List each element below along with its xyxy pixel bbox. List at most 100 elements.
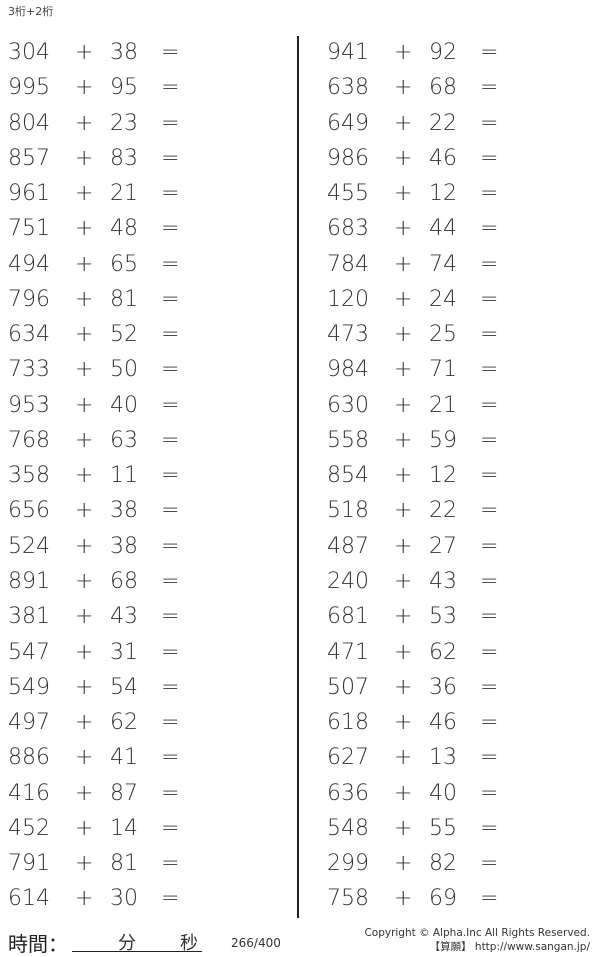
first-operand: 636 [327, 780, 369, 806]
second-operand: 81 [110, 286, 138, 312]
first-operand: 804 [8, 110, 50, 136]
second-operand: 87 [110, 780, 138, 806]
plus-sign: + [394, 145, 413, 171]
plus-sign: + [394, 710, 413, 736]
plus-sign: + [394, 286, 413, 312]
second-operand: 53 [429, 604, 457, 630]
first-operand: 627 [327, 745, 369, 771]
column-divider [297, 36, 299, 918]
first-operand: 984 [327, 357, 369, 383]
minutes-label: 分 [118, 933, 136, 954]
equals-sign: = [161, 40, 180, 65]
second-operand: 48 [110, 216, 138, 242]
plus-sign: + [394, 427, 413, 453]
first-operand: 547 [8, 639, 50, 665]
second-operand: 11 [110, 463, 138, 489]
equals-sign: = [480, 745, 499, 771]
equals-sign: = [480, 851, 499, 877]
first-operand: 487 [327, 533, 369, 559]
equals-sign: = [480, 322, 499, 348]
second-operand: 31 [110, 639, 138, 665]
first-operand: 768 [8, 427, 50, 453]
second-operand: 14 [110, 815, 138, 841]
first-operand: 549 [8, 674, 50, 700]
plus-sign: + [75, 886, 94, 912]
equals-sign: = [480, 604, 499, 630]
plus-sign: + [75, 815, 94, 841]
equals-sign: = [480, 216, 499, 242]
plus-sign: + [75, 568, 94, 594]
plus-sign: + [394, 604, 413, 630]
plus-sign: + [75, 357, 94, 383]
plus-sign: + [394, 463, 413, 489]
equals-sign: = [480, 251, 499, 277]
first-operand: 649 [327, 110, 369, 136]
time-answer-line [72, 951, 202, 952]
plus-sign: + [75, 780, 94, 806]
second-operand: 50 [110, 357, 138, 383]
equals-sign: = [161, 286, 180, 312]
plus-sign: + [394, 745, 413, 771]
equals-sign: = [480, 815, 499, 841]
equals-sign: = [161, 674, 180, 700]
second-operand: 54 [110, 674, 138, 700]
first-operand: 961 [8, 181, 50, 207]
equals-sign: = [480, 75, 499, 101]
first-operand: 758 [327, 886, 369, 912]
second-operand: 21 [110, 181, 138, 207]
second-operand: 21 [429, 392, 457, 418]
equals-sign: = [480, 639, 499, 665]
equals-sign: = [161, 568, 180, 594]
first-operand: 548 [327, 815, 369, 841]
plus-sign: + [75, 533, 94, 559]
first-operand: 381 [8, 604, 50, 630]
second-operand: 38 [110, 533, 138, 559]
second-operand: 12 [429, 463, 457, 489]
plus-sign: + [75, 40, 94, 65]
plus-sign: + [75, 392, 94, 418]
first-operand: 791 [8, 851, 50, 877]
plus-sign: + [394, 322, 413, 348]
plus-sign: + [394, 392, 413, 418]
second-operand: 44 [429, 216, 457, 242]
equals-sign: = [161, 780, 180, 806]
first-operand: 558 [327, 427, 369, 453]
plus-sign: + [75, 216, 94, 242]
second-operand: 55 [429, 815, 457, 841]
second-operand: 22 [429, 498, 457, 524]
plus-sign: + [394, 251, 413, 277]
plus-sign: + [75, 251, 94, 277]
plus-sign: + [394, 639, 413, 665]
second-operand: 27 [429, 533, 457, 559]
second-operand: 68 [110, 568, 138, 594]
second-operand: 65 [110, 251, 138, 277]
first-operand: 416 [8, 780, 50, 806]
plus-sign: + [75, 427, 94, 453]
equals-sign: = [480, 110, 499, 136]
second-operand: 24 [429, 286, 457, 312]
first-operand: 497 [8, 710, 50, 736]
plus-sign: + [394, 110, 413, 136]
plus-sign: + [75, 463, 94, 489]
equals-sign: = [161, 604, 180, 630]
equals-sign: = [161, 886, 180, 912]
second-operand: 71 [429, 357, 457, 383]
first-operand: 494 [8, 251, 50, 277]
second-operand: 92 [429, 40, 457, 65]
first-operand: 507 [327, 674, 369, 700]
first-operand: 796 [8, 286, 50, 312]
equals-sign: = [161, 357, 180, 383]
second-operand: 46 [429, 710, 457, 736]
first-operand: 634 [8, 322, 50, 348]
equals-sign: = [161, 145, 180, 171]
equals-sign: = [480, 145, 499, 171]
second-operand: 40 [429, 780, 457, 806]
plus-sign: + [394, 357, 413, 383]
plus-sign: + [394, 568, 413, 594]
second-operand: 38 [110, 498, 138, 524]
plus-sign: + [75, 639, 94, 665]
second-operand: 52 [110, 322, 138, 348]
equals-sign: = [161, 75, 180, 101]
first-operand: 683 [327, 216, 369, 242]
equals-sign: = [480, 392, 499, 418]
